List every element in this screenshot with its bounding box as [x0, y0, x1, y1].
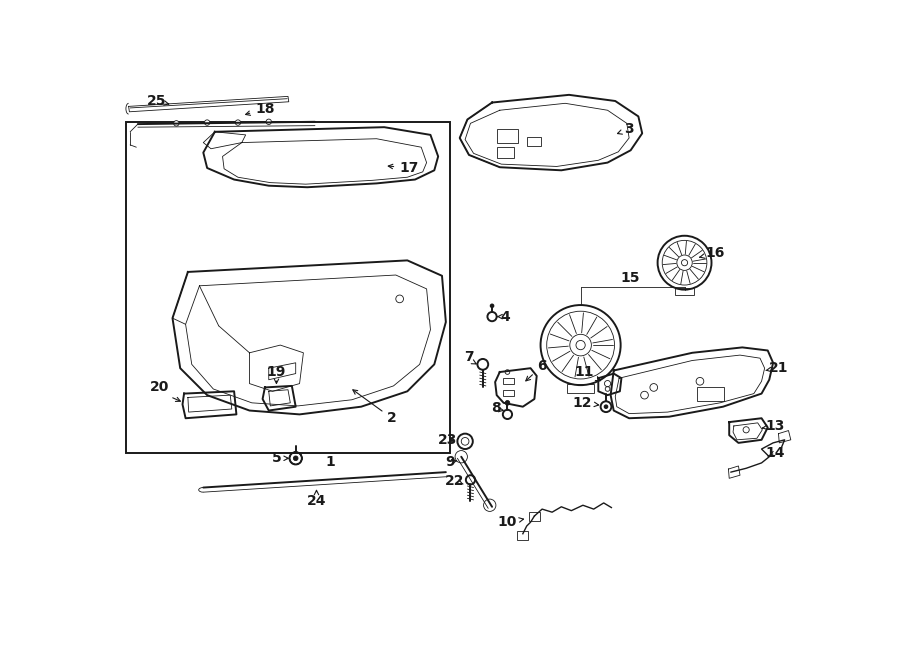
Bar	[518, 531, 528, 540]
Text: 4: 4	[498, 310, 510, 324]
Text: 7: 7	[464, 350, 473, 363]
Circle shape	[604, 404, 608, 409]
Bar	[567, 383, 595, 393]
Circle shape	[235, 120, 240, 125]
Text: 10: 10	[498, 515, 524, 529]
Text: 9: 9	[445, 455, 455, 469]
Bar	[529, 512, 540, 522]
Text: 16: 16	[700, 246, 725, 260]
Text: 6: 6	[526, 359, 547, 381]
Text: 17: 17	[388, 161, 418, 175]
Bar	[697, 387, 724, 401]
Text: 12: 12	[572, 396, 598, 410]
Text: 11: 11	[575, 365, 600, 381]
Text: 20: 20	[149, 381, 169, 395]
Text: 25: 25	[148, 94, 166, 108]
Text: 13: 13	[762, 419, 785, 433]
Text: 21: 21	[766, 361, 788, 375]
Text: 5: 5	[272, 451, 288, 465]
Bar	[503, 378, 515, 385]
Circle shape	[174, 120, 179, 126]
Circle shape	[576, 340, 585, 350]
Text: 22: 22	[446, 475, 464, 489]
Circle shape	[490, 303, 494, 308]
Text: 18: 18	[246, 102, 274, 116]
Text: 14: 14	[766, 446, 785, 460]
Circle shape	[681, 260, 688, 265]
Text: 2: 2	[353, 390, 397, 425]
Bar	[497, 130, 518, 144]
Text: 1: 1	[326, 455, 335, 469]
Circle shape	[293, 456, 298, 461]
Text: 23: 23	[437, 433, 457, 447]
Bar	[675, 288, 694, 295]
Text: 19: 19	[266, 365, 286, 379]
Text: 3: 3	[617, 122, 634, 136]
Circle shape	[266, 119, 272, 124]
Circle shape	[505, 401, 509, 405]
Text: 8: 8	[491, 401, 500, 415]
Text: 24: 24	[307, 491, 326, 508]
Bar	[126, 122, 450, 453]
Text: 15: 15	[621, 271, 641, 285]
Bar	[497, 147, 514, 158]
Circle shape	[204, 120, 210, 125]
Bar	[526, 137, 541, 146]
Bar	[503, 390, 515, 396]
